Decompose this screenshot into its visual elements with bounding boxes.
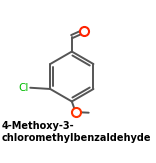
Text: Cl: Cl [19,83,29,93]
Text: 4-Methoxy-3-
chloromethylbenzaldehyde: 4-Methoxy-3- chloromethylbenzaldehyde [2,121,151,143]
